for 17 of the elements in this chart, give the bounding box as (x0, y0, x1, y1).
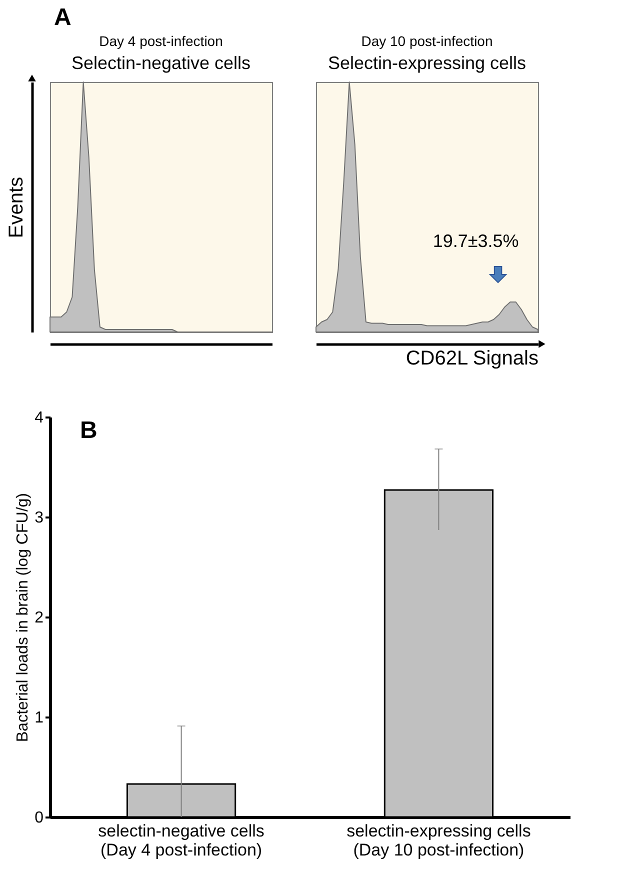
y-tick-label: 3 (34, 510, 44, 526)
y-axis-title: Events (6, 176, 28, 238)
chart-title: Selectin-expressing cells (328, 53, 526, 73)
chart-title: Selectin-negative cells (71, 53, 251, 73)
y-tick-label: 1 (34, 710, 44, 726)
chart-subtitle: Day 4 post-infection (99, 33, 223, 49)
x-tick-label: selectin-expressing cells (Day 10 post-infection) (346, 822, 531, 860)
y-tick-label: 4 (34, 410, 44, 426)
y-tick-label: 0 (34, 810, 44, 826)
annotation: B (80, 417, 98, 444)
annotation: 19.7±3.5% (432, 231, 519, 251)
x-axis-title: CD62L Signals (406, 348, 538, 370)
y-axis-title: Bacterial loads in brain (log CFU/g) (14, 493, 32, 742)
text: A (54, 4, 72, 31)
y-tick-label: 2 (34, 610, 44, 626)
chart-subtitle: Day 10 post-infection (361, 33, 493, 49)
x-tick-label: selectin-negative cells (Day 4 post-infection) (98, 822, 264, 860)
